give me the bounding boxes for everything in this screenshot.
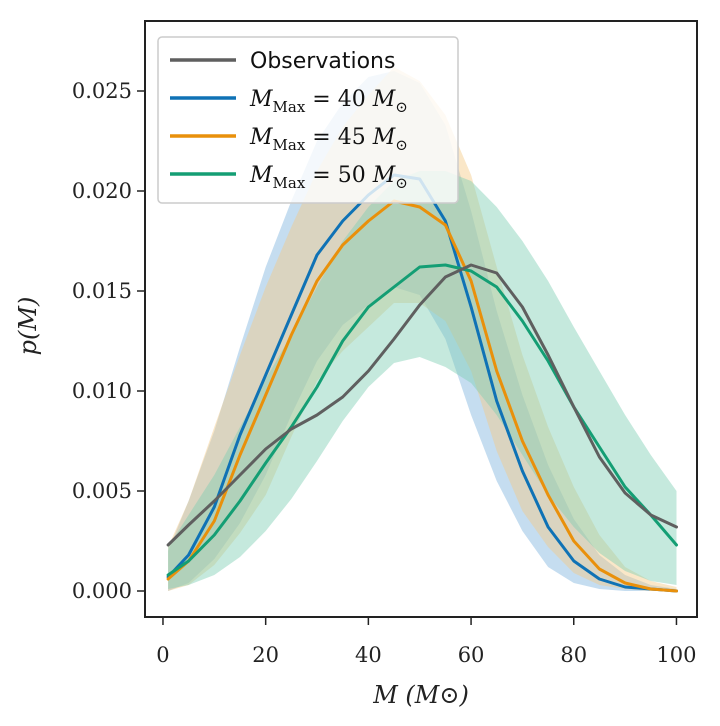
y-axis-label: p(M) [14,297,42,356]
y-tick-label-3: 0.015 [72,279,132,303]
band-series-2 [168,67,677,591]
legend-box [157,36,459,204]
y-axis-label-text: p(M) [14,297,42,356]
x-tick-label-1: 20 [252,643,279,667]
legend-label-0: Observations [250,49,395,74]
band-series-3 [168,171,677,589]
y-axis-ticks: 0.000 0.005 0.010 0.015 0.020 0.025 [72,79,145,603]
line-series-0 [166,263,678,547]
legend-label-2: MMax = 45 M⊙ [249,125,408,154]
x-tick-label-5: 100 [656,643,696,667]
y-tick-label-4: 0.020 [72,179,132,203]
y-tick-label-1: 0.005 [72,479,132,503]
x-axis-ticks: 0 20 40 60 80 100 [156,617,697,667]
legend-label-1: MMax = 40 M⊙ [249,87,408,116]
x-tick-label-0: 0 [156,643,169,667]
x-axis-label: M (M⊙) [372,681,469,709]
plot-frame [144,20,698,618]
y-tick-label-2: 0.010 [72,379,132,403]
y-tick-label-0: 0.000 [72,579,132,603]
x-tick-label-3: 60 [458,643,485,667]
y-tick-label-5: 0.025 [72,79,132,103]
line-series-2 [166,199,678,593]
x-axis-label-text: M (M⊙) [372,681,469,709]
legend: Observations MMax = 40 M⊙ MMax = 45 M⊙ MMax… [157,36,459,204]
legend-label-3: MMax = 50 M⊙ [249,163,408,192]
x-tick-label-2: 40 [355,643,382,667]
line-series-3 [166,263,678,577]
x-tick-label-4: 80 [560,643,587,667]
